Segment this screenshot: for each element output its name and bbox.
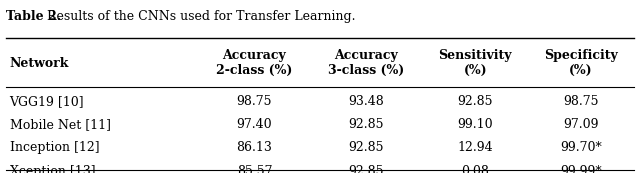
- Text: Network: Network: [10, 57, 69, 70]
- Text: 97.09: 97.09: [563, 118, 598, 131]
- Text: 99.99*: 99.99*: [560, 165, 602, 173]
- Text: Specificity
(%): Specificity (%): [544, 49, 618, 77]
- Text: 92.85: 92.85: [458, 95, 493, 108]
- Text: 99.10: 99.10: [458, 118, 493, 131]
- Text: 0.08: 0.08: [461, 165, 489, 173]
- Text: 92.85: 92.85: [349, 141, 384, 154]
- Text: Inception [12]: Inception [12]: [10, 141, 99, 154]
- Text: 85.57: 85.57: [237, 165, 272, 173]
- Text: 92.85: 92.85: [349, 118, 384, 131]
- Text: Accuracy
2-class (%): Accuracy 2-class (%): [216, 49, 292, 77]
- Text: 98.75: 98.75: [237, 95, 272, 108]
- Text: Results of the CNNs used for Transfer Learning.: Results of the CNNs used for Transfer Le…: [43, 10, 355, 23]
- Text: 92.85: 92.85: [349, 165, 384, 173]
- Text: Table 2.: Table 2.: [6, 10, 61, 23]
- Text: VGG19 [10]: VGG19 [10]: [10, 95, 84, 108]
- Text: Sensitivity
(%): Sensitivity (%): [438, 49, 512, 77]
- Text: 98.75: 98.75: [563, 95, 598, 108]
- Text: 93.48: 93.48: [349, 95, 384, 108]
- Text: Xception [13]: Xception [13]: [10, 165, 95, 173]
- Text: Mobile Net [11]: Mobile Net [11]: [10, 118, 111, 131]
- Text: 12.94: 12.94: [458, 141, 493, 154]
- Text: 97.40: 97.40: [237, 118, 272, 131]
- Text: 86.13: 86.13: [236, 141, 273, 154]
- Text: Accuracy
3-class (%): Accuracy 3-class (%): [328, 49, 404, 77]
- Text: 99.70*: 99.70*: [560, 141, 602, 154]
